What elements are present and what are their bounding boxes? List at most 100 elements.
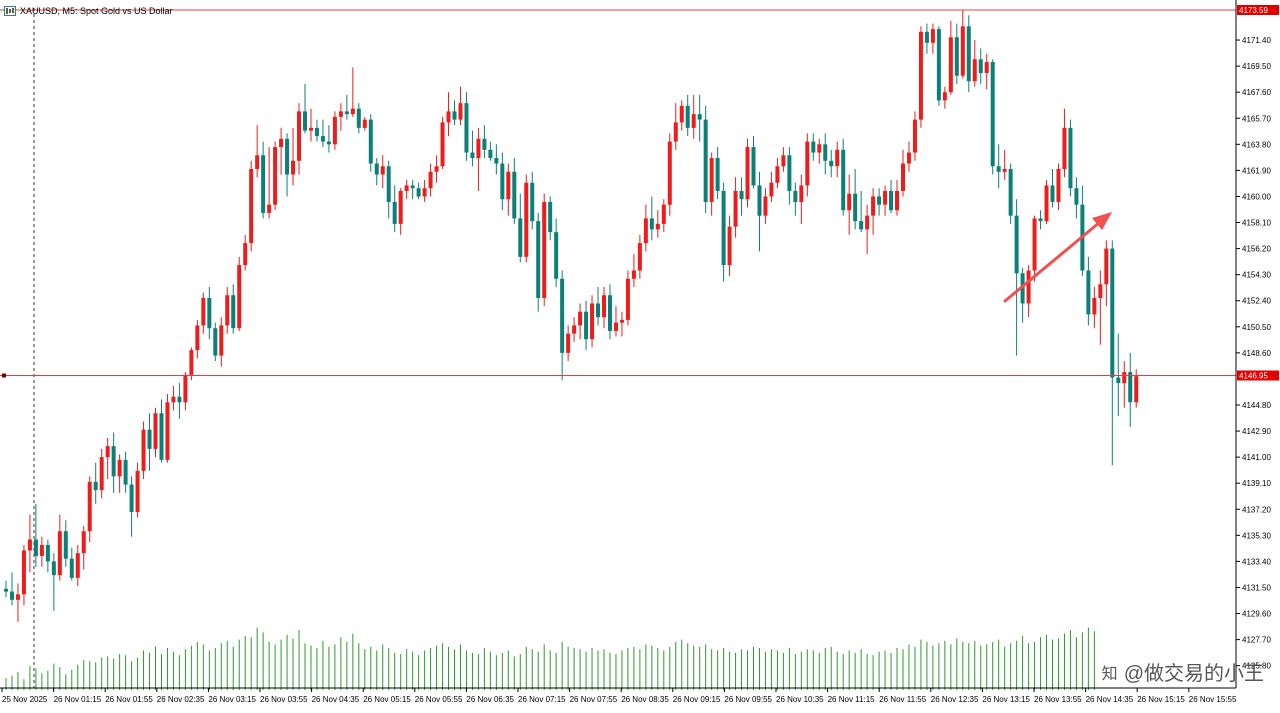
- candle[interactable]: [39, 536, 44, 567]
- candle[interactable]: [841, 138, 846, 216]
- candle[interactable]: [613, 306, 618, 337]
- candle[interactable]: [637, 234, 642, 279]
- candle[interactable]: [314, 119, 319, 142]
- candle[interactable]: [362, 116, 367, 131]
- candle[interactable]: [1116, 333, 1121, 416]
- candle[interactable]: [69, 547, 74, 581]
- candle[interactable]: [350, 67, 355, 117]
- candle[interactable]: [871, 188, 876, 235]
- candle[interactable]: [661, 199, 666, 233]
- candle[interactable]: [165, 394, 170, 463]
- candle[interactable]: [75, 544, 80, 587]
- candle[interactable]: [895, 179, 900, 216]
- candle[interactable]: [344, 94, 349, 120]
- candle[interactable]: [883, 185, 888, 216]
- candle[interactable]: [243, 234, 248, 271]
- candle[interactable]: [105, 437, 110, 480]
- candle[interactable]: [835, 141, 840, 178]
- candle[interactable]: [631, 254, 636, 288]
- candle[interactable]: [996, 144, 1001, 189]
- candle[interactable]: [27, 514, 32, 573]
- candle[interactable]: [129, 476, 134, 537]
- candle[interactable]: [279, 127, 284, 175]
- candle[interactable]: [297, 103, 302, 175]
- candle[interactable]: [1128, 352, 1133, 427]
- candle[interactable]: [308, 108, 313, 142]
- candle[interactable]: [906, 141, 911, 172]
- candle[interactable]: [207, 287, 212, 340]
- candle[interactable]: [584, 300, 589, 351]
- candle[interactable]: [195, 319, 200, 359]
- candle[interactable]: [954, 23, 959, 84]
- candle[interactable]: [1038, 210, 1043, 230]
- candle[interactable]: [452, 100, 457, 126]
- candle[interactable]: [1068, 119, 1073, 197]
- candle[interactable]: [655, 210, 660, 238]
- candle[interactable]: [9, 572, 14, 606]
- candle[interactable]: [464, 92, 469, 161]
- candle[interactable]: [225, 287, 230, 334]
- candle[interactable]: [643, 204, 648, 252]
- candle[interactable]: [667, 133, 672, 216]
- candle[interactable]: [1032, 215, 1037, 282]
- candle[interactable]: [255, 125, 260, 178]
- candle[interactable]: [386, 160, 391, 219]
- candle[interactable]: [685, 94, 690, 137]
- candle[interactable]: [147, 413, 152, 471]
- candle[interactable]: [733, 177, 738, 238]
- candle[interactable]: [177, 383, 182, 419]
- candle[interactable]: [901, 149, 905, 197]
- candle[interactable]: [673, 103, 678, 150]
- candle[interactable]: [81, 525, 86, 570]
- candle[interactable]: [141, 421, 146, 480]
- candle[interactable]: [476, 127, 481, 191]
- candle[interactable]: [936, 26, 941, 106]
- candle[interactable]: [607, 284, 612, 340]
- candle[interactable]: [769, 171, 774, 202]
- candle[interactable]: [966, 15, 971, 93]
- candle[interactable]: [619, 311, 624, 337]
- candle[interactable]: [865, 204, 870, 255]
- candle[interactable]: [602, 287, 606, 329]
- candle[interactable]: [1050, 169, 1055, 208]
- candle[interactable]: [877, 188, 882, 216]
- candle[interactable]: [823, 133, 828, 175]
- candle[interactable]: [123, 451, 128, 493]
- candle[interactable]: [930, 23, 935, 54]
- candle[interactable]: [1044, 179, 1049, 224]
- candle[interactable]: [572, 317, 577, 342]
- candle[interactable]: [739, 177, 744, 216]
- candle[interactable]: [697, 94, 702, 142]
- candle[interactable]: [356, 103, 361, 134]
- candle[interactable]: [715, 147, 720, 200]
- candle[interactable]: [542, 193, 547, 307]
- candle[interactable]: [679, 100, 684, 131]
- candle[interactable]: [33, 503, 38, 567]
- candle[interactable]: [691, 94, 696, 139]
- candle[interactable]: [303, 83, 307, 134]
- candle[interactable]: [249, 160, 254, 252]
- candle[interactable]: [488, 141, 493, 161]
- candle[interactable]: [942, 86, 947, 109]
- candle[interactable]: [853, 169, 858, 230]
- candle[interactable]: [380, 155, 385, 189]
- candle[interactable]: [111, 432, 116, 493]
- candle[interactable]: [404, 179, 409, 200]
- candle[interactable]: [775, 158, 780, 189]
- candle[interactable]: [87, 476, 92, 543]
- candle[interactable]: [990, 59, 995, 175]
- candle[interactable]: [237, 256, 242, 331]
- candle[interactable]: [63, 520, 68, 567]
- candle[interactable]: [1008, 163, 1013, 224]
- candle[interactable]: [440, 116, 445, 170]
- candle[interactable]: [1122, 361, 1127, 408]
- candle[interactable]: [590, 295, 595, 348]
- candle[interactable]: [51, 553, 56, 611]
- candle[interactable]: [1062, 108, 1067, 178]
- candle[interactable]: [709, 152, 714, 216]
- candle[interactable]: [512, 158, 517, 224]
- candle[interactable]: [972, 40, 977, 87]
- candle[interactable]: [446, 92, 451, 137]
- candle[interactable]: [189, 347, 194, 381]
